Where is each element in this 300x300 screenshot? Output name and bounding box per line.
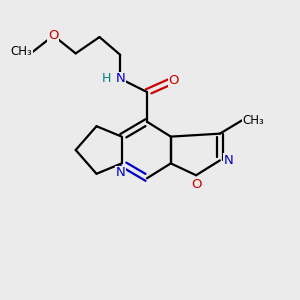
- Text: N: N: [116, 72, 125, 85]
- Text: N: N: [116, 167, 125, 179]
- Text: CH₃: CH₃: [11, 45, 33, 58]
- Text: O: O: [48, 29, 59, 42]
- Text: CH₃: CH₃: [242, 114, 264, 127]
- Text: H: H: [102, 72, 112, 85]
- Text: O: O: [169, 74, 179, 87]
- Text: N: N: [224, 154, 234, 167]
- Text: O: O: [191, 178, 201, 191]
